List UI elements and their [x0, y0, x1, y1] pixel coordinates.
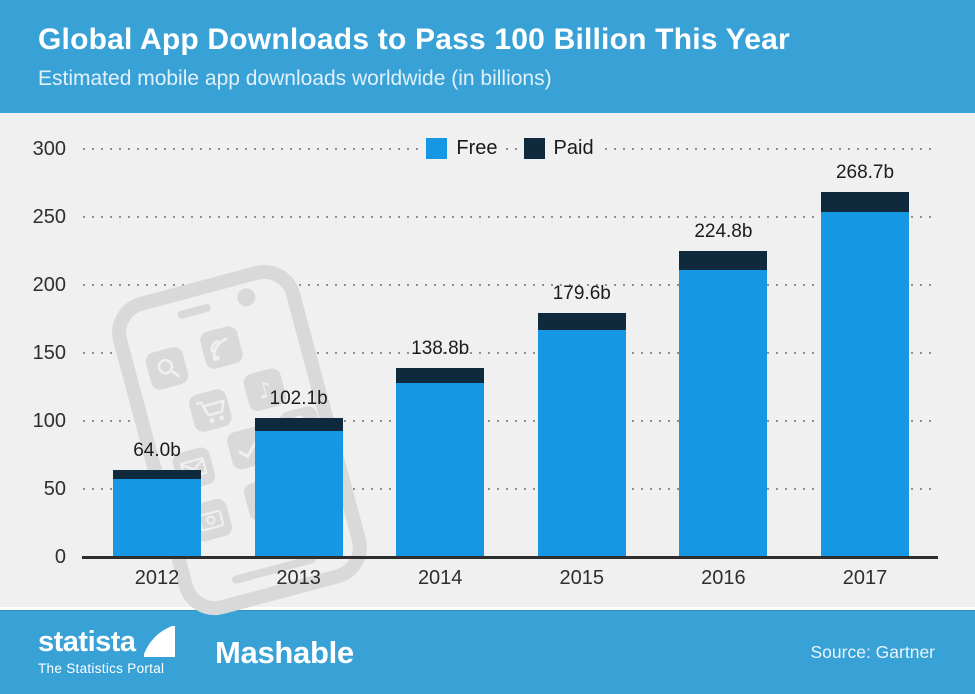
- y-tick-label: 250: [32, 206, 66, 228]
- x-axis-line: [82, 556, 938, 559]
- bar-2012-paid: [113, 469, 201, 480]
- bar-2015-free: [537, 329, 626, 557]
- y-tick-label: 0: [54, 546, 66, 568]
- bar-2017-paid: [821, 191, 909, 212]
- svg-text:♪: ♪: [255, 377, 275, 405]
- source-credit: Source: Gartner: [810, 642, 936, 662]
- x-tick-label-2014: 2014: [417, 567, 463, 589]
- bar-2016-paid: [679, 251, 768, 270]
- phone-camera: [237, 288, 256, 307]
- total-label-2012: 64.0b: [133, 439, 181, 461]
- statista-wordmark: statista: [38, 626, 136, 658]
- cart-app-icon: [189, 389, 232, 432]
- bar-2014-paid: [396, 368, 485, 384]
- bar-2013-free: [254, 430, 343, 557]
- y-tick-label: 200: [32, 274, 66, 296]
- y-tick-label: 300: [32, 138, 66, 160]
- gridline-50: [83, 488, 937, 490]
- gridline-300: [83, 148, 937, 150]
- bar-2017-free: [821, 211, 909, 557]
- legend-label-paid: Paid: [553, 136, 594, 159]
- legend-swatch-paid: [523, 137, 545, 159]
- music-app-icon: ♪: [243, 368, 287, 411]
- bar-2014-free: [396, 383, 485, 557]
- total-label-2013: 102.1b: [269, 388, 328, 410]
- legend-item-paid: Paid: [517, 135, 600, 161]
- y-tick-label: 50: [43, 478, 66, 500]
- x-tick-label-2017: 2017: [842, 567, 888, 589]
- chart-subtitle: Estimated mobile app downloads worldwide…: [38, 67, 552, 90]
- legend-swatch-free: [426, 137, 448, 159]
- legend-item-free: Free: [420, 135, 504, 161]
- y-tick-label: 100: [32, 410, 66, 432]
- gridline-150: [83, 352, 937, 354]
- x-tick-label-2015: 2015: [559, 567, 605, 589]
- gridline-250: [83, 216, 937, 218]
- mashable-logo: Mashable: [215, 635, 354, 670]
- total-label-2016: 224.8b: [694, 221, 753, 243]
- bar-2012-free: [113, 479, 201, 557]
- phone-home-bar: [232, 555, 316, 584]
- rss-app-icon: [200, 326, 243, 369]
- gridline-200: [83, 284, 937, 286]
- header-band: Global App Downloads to Pass 100 Billion…: [0, 0, 975, 114]
- bar-2013-paid: [254, 418, 343, 431]
- x-tick-label-2012: 2012: [134, 567, 180, 589]
- phone-speaker: [177, 303, 211, 319]
- footer-band: statista The Statistics Portal Mashable …: [0, 610, 975, 694]
- legend-label-free: Free: [456, 136, 498, 159]
- bar-2016-free: [679, 269, 768, 557]
- total-label-2015: 179.6b: [552, 282, 611, 304]
- x-tick-label-2016: 2016: [701, 567, 746, 589]
- statista-logo: statista The Statistics Portal: [38, 626, 175, 676]
- x-tick-label-2013: 2013: [276, 567, 321, 589]
- chart-title: Global App Downloads to Pass 100 Billion…: [38, 23, 790, 56]
- statista-swoosh-icon: [143, 626, 175, 657]
- search-app-icon: [145, 347, 189, 390]
- statista-tagline: The Statistics Portal: [38, 661, 165, 676]
- total-label-2014: 138.8b: [411, 338, 470, 360]
- bar-2015-paid: [537, 312, 626, 330]
- gridline-100: [83, 420, 937, 422]
- total-label-2017: 268.7b: [835, 161, 895, 183]
- chart-panel: ♪: [0, 113, 975, 616]
- chart-legend: Free Paid: [83, 135, 937, 161]
- y-tick-label: 150: [32, 342, 66, 364]
